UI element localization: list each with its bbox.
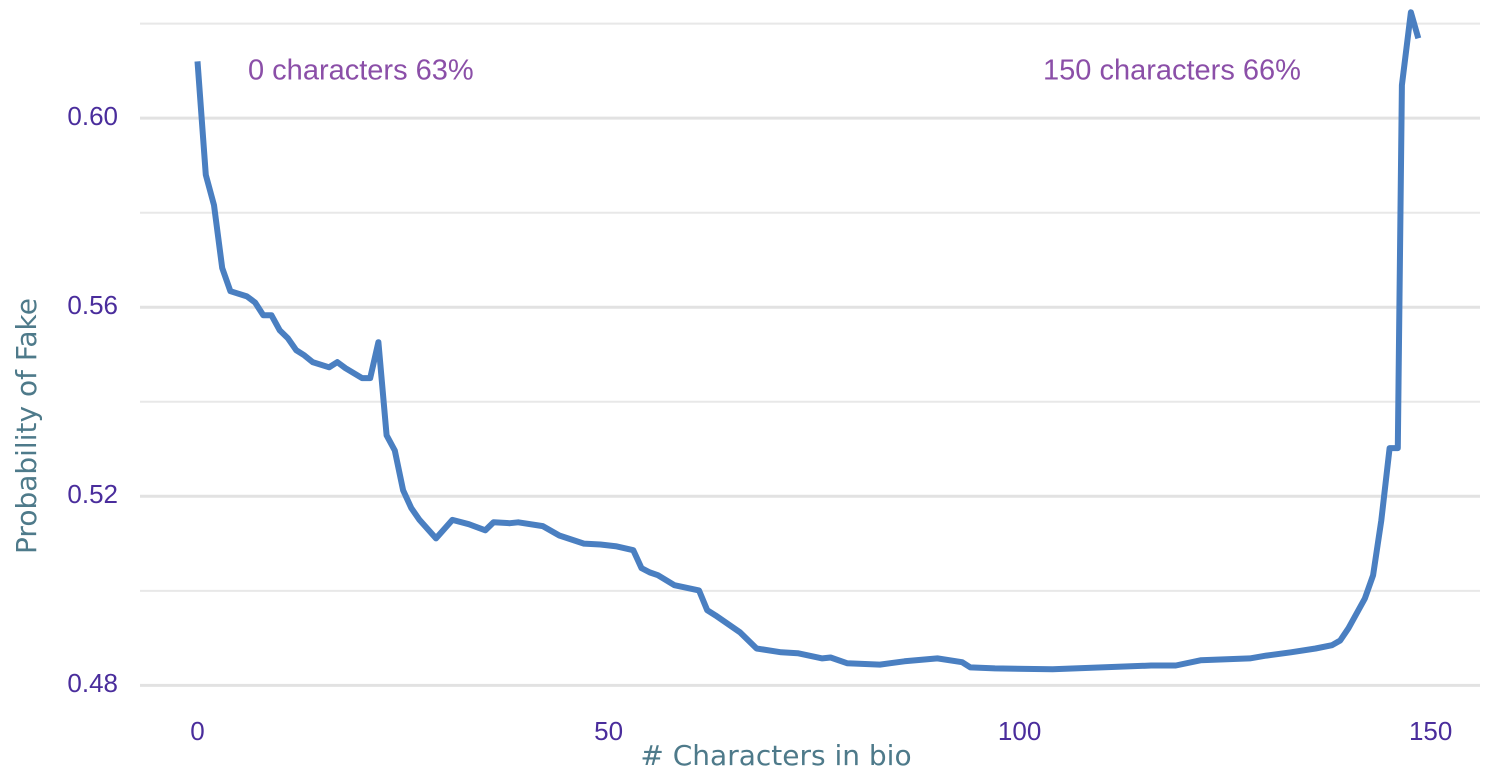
x-tick-label: 100 — [998, 716, 1041, 746]
data-line — [194, 9, 1422, 673]
y-axis-title: Probability of Fake — [10, 298, 43, 554]
y-tick-label: 0.52 — [67, 479, 118, 509]
y-tick-label: 0.48 — [67, 668, 118, 698]
x-tick-label: 150 — [1409, 716, 1452, 746]
y-tick-label: 0.60 — [67, 101, 118, 131]
annotation: 150 characters 66% — [1043, 55, 1301, 87]
x-tick-label: 0 — [190, 716, 204, 746]
annotation: 0 characters 63% — [248, 55, 474, 87]
y-tick-label: 0.56 — [67, 290, 118, 320]
x-axis-title: # Characters in bio — [640, 739, 911, 772]
x-tick-label: 50 — [594, 716, 623, 746]
